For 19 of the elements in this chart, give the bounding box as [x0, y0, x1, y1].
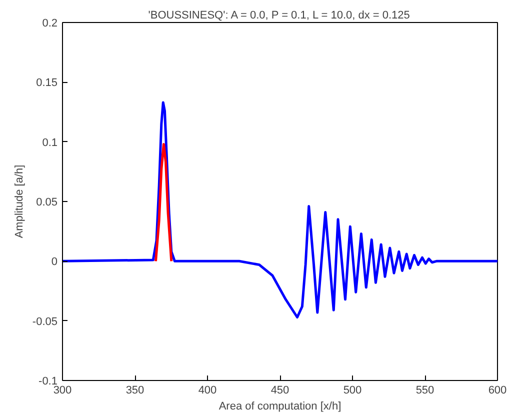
x-tick-label: 450	[270, 384, 290, 396]
x-tick-label: 600	[488, 384, 507, 396]
x-tick-label: 500	[343, 384, 362, 396]
line-series	[62, 101, 498, 319]
y-axis-title: Amplitude [a/h]	[13, 164, 26, 238]
y-tick-label: 0.2	[42, 18, 58, 30]
x-tick-label: 400	[198, 384, 217, 396]
y-tick-label: 0.15	[36, 77, 58, 90]
y-tick-label: 0.05	[36, 196, 58, 208]
y-tick-label: 0.1	[42, 136, 58, 149]
x-tick-label: 300	[53, 384, 72, 396]
chart-title: 'BOUSSINESQ': A = 0.0, P = 0.1, L = 10.0, dx = 0.125	[148, 10, 410, 22]
y-tick-label: 0	[51, 256, 58, 268]
line-series	[154, 142, 173, 262]
x-tick-label: 550	[416, 384, 434, 396]
x-tick-label: 350	[126, 384, 144, 396]
y-tick-label: -0.05	[32, 316, 58, 328]
x-axis-title: Area of computation [x/h]	[218, 400, 342, 412]
y-tick-label: -0.1	[38, 376, 58, 388]
